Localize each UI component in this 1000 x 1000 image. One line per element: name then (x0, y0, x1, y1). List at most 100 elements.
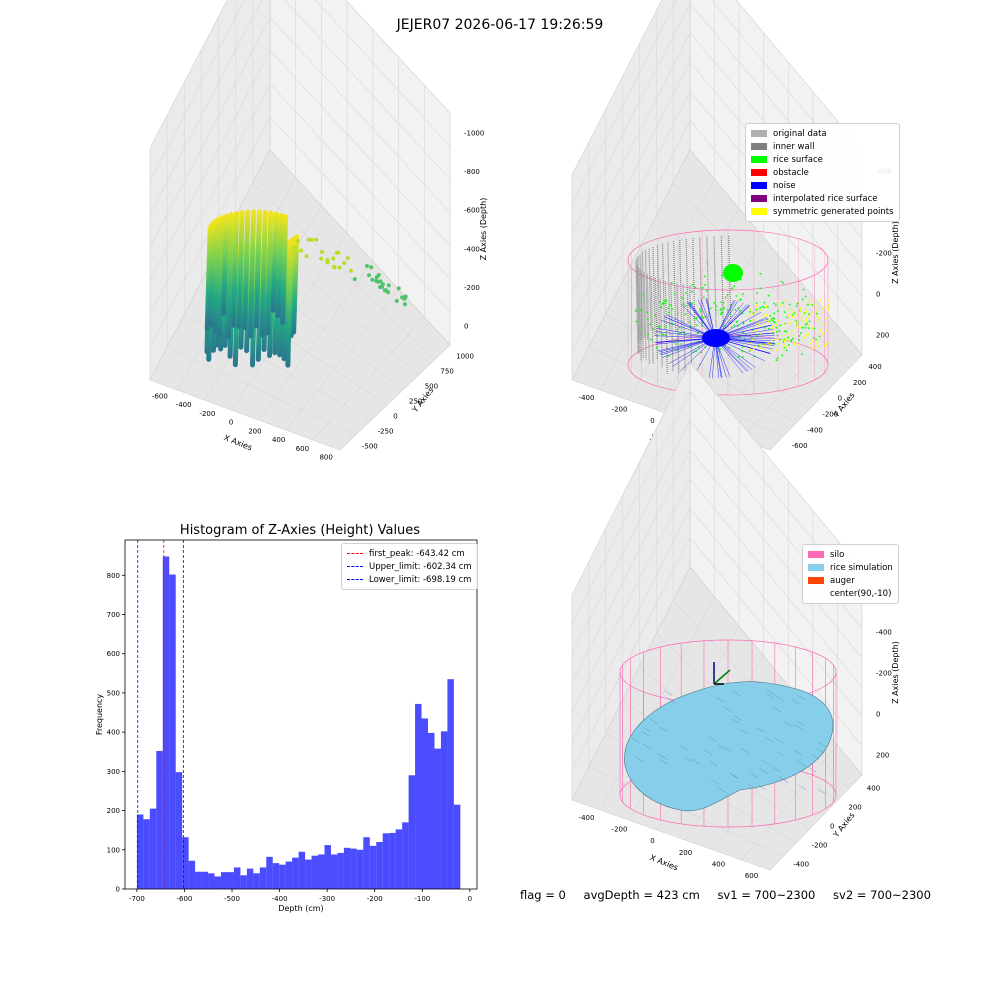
rice-surface-point (759, 287, 762, 290)
raw-data-column (244, 245, 253, 354)
surface-mesh-line (760, 759, 770, 766)
legend-entry: auger (808, 574, 893, 587)
rice-surface-point (684, 313, 687, 316)
x-tick-label: 800 (319, 454, 332, 462)
inner-wall-points (656, 245, 661, 334)
rice-surface-point (795, 304, 798, 307)
rice-surface-point (804, 323, 807, 326)
raw-data-point (304, 254, 309, 259)
legend-label: noise (773, 180, 796, 191)
rice-surface-point (800, 353, 803, 356)
rice-surface-point (779, 324, 782, 327)
rice-surface-point (696, 332, 699, 335)
surface-mesh-line (635, 756, 644, 763)
legend-entry: rice simulation (808, 561, 893, 574)
surface-mesh-line (733, 715, 743, 721)
legend-swatch (751, 143, 767, 150)
symmetric-generated-point (802, 312, 805, 314)
surface-mesh-line (756, 727, 765, 733)
histogram-bar (421, 718, 429, 889)
rice-surface-point (808, 313, 810, 315)
histogram-bar (233, 867, 241, 889)
rice-surface-point (665, 300, 668, 302)
symmetric-generated-point (827, 303, 830, 306)
symmetric-generated-point (821, 307, 823, 310)
y-tick-label: 800 (107, 572, 120, 580)
x-tick-label: -600 (152, 392, 168, 400)
symmetric-generated-point (775, 324, 778, 326)
surface-mesh-line (732, 718, 741, 725)
rice-surface-point (660, 306, 663, 308)
rice-surface-point (731, 287, 734, 290)
histogram-bar (175, 772, 183, 889)
symmetric-generated-point (791, 315, 794, 318)
surface-mesh-line (649, 718, 658, 724)
legend-swatch (808, 590, 824, 597)
symmetric-generated-point (794, 302, 797, 304)
x-tick-label: 0 (650, 837, 654, 845)
grid-line (149, 0, 263, 215)
rice-surface-point (788, 344, 790, 346)
symmetric-generated-point (810, 312, 813, 315)
legend-entry: symmetric generated points (751, 205, 894, 218)
rice-surface-point (802, 288, 805, 291)
rice-surface-point (791, 337, 794, 340)
grid-line (149, 50, 271, 281)
histogram-bar (149, 808, 157, 889)
legend-label: silo (830, 549, 845, 560)
rice-surface-point (722, 307, 725, 309)
rice-surface-point (678, 326, 681, 329)
x-tick-label: -400 (579, 394, 595, 402)
rice-surface-point (649, 338, 652, 341)
y-tick-label: 500 (107, 689, 120, 697)
raw-data-point (376, 272, 381, 277)
grid-line (571, 0, 678, 205)
rice-surface-point (663, 302, 665, 304)
surface-mesh-line (691, 758, 700, 765)
rice-surface-point (798, 335, 801, 337)
rice-surface-point (667, 307, 670, 310)
rice-surface-point (818, 335, 821, 338)
symmetric-generated-point (808, 324, 810, 327)
raw-data-point (336, 250, 341, 255)
rice-surface-point (775, 326, 778, 329)
rice-surface-point (702, 296, 705, 299)
status-footer: flag = 0 avgDepth = 423 cm sv1 = 700~230… (520, 888, 945, 902)
legend-label: rice surface (773, 154, 823, 165)
legend-entry: first_peak: -643.42 cm (347, 547, 472, 560)
symmetric-generated-point (762, 322, 765, 325)
surface-mesh-line (772, 766, 781, 773)
histogram-legend: first_peak: -643.42 cm Upper_limit: -602.… (341, 543, 478, 590)
surface-mesh-line (666, 698, 676, 704)
surface-mesh-line (739, 728, 748, 735)
surface-mesh-line (710, 778, 719, 785)
raw-data-column (265, 210, 274, 336)
rice-surface-point (699, 310, 702, 313)
raw-data-point (379, 284, 384, 289)
grid-line (269, 50, 451, 246)
histogram-bar (259, 867, 267, 889)
surface-mesh-line (816, 748, 825, 754)
legend-label: Upper_limit: -602.34 cm (369, 561, 472, 572)
rice-surface-point (720, 301, 723, 304)
legend-entry: noise (751, 179, 894, 192)
raw-data-point (378, 279, 383, 284)
histogram-bar (285, 861, 293, 889)
x-tick-label: 400 (272, 436, 285, 444)
raw-data-point (306, 237, 311, 242)
rice-surface-point (693, 317, 696, 320)
rice-surface-point (764, 326, 766, 329)
raw-data-column (248, 209, 257, 339)
x-axis-label: X Axies (649, 853, 680, 872)
rice-surface-point (640, 298, 643, 301)
legend-label: center(90,-10) (830, 588, 892, 599)
x-tick-label: 600 (296, 445, 309, 453)
histogram-bar (330, 854, 338, 889)
surface-mesh-line (766, 693, 775, 700)
rice-surface-point (726, 293, 729, 296)
raw-data-point (349, 268, 354, 273)
surface-mesh-line (749, 772, 758, 778)
raw-data-point (314, 237, 319, 242)
